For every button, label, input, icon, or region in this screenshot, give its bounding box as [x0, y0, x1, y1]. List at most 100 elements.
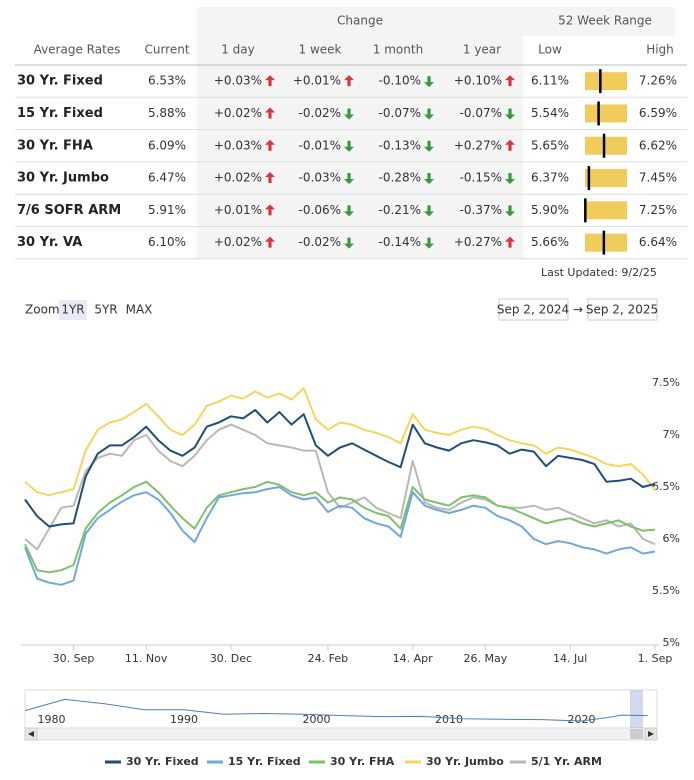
current-rate: 6.47%: [148, 171, 186, 185]
current-rate: 5.91%: [148, 203, 186, 217]
y-tick-label: 5.5%: [652, 584, 680, 597]
arrow-up: [265, 107, 275, 119]
change-value: -0.21%: [379, 203, 421, 217]
range-bar: [585, 201, 627, 220]
legend-label[interactable]: 5/1 Yr. ARM: [531, 755, 602, 768]
zoom-selected[interactable]: [59, 300, 87, 320]
navigator-tick-label: 2000: [302, 713, 330, 726]
change-value: -0.37%: [460, 203, 502, 217]
arrow-up: [505, 236, 515, 248]
change-value: +0.10%: [454, 74, 502, 88]
date-from[interactable]: Sep 2, 2024: [497, 303, 569, 317]
scroll-thumb[interactable]: [630, 729, 643, 739]
change-value: -0.02%: [299, 235, 341, 249]
legend-label[interactable]: 30 Yr. Fixed: [126, 755, 199, 768]
change-value: -0.28%: [379, 171, 421, 185]
x-tick-label: 14. Apr: [393, 652, 433, 665]
navigator-window[interactable]: [630, 690, 643, 728]
legend-label[interactable]: 30 Yr. FHA: [330, 755, 395, 768]
change-value: +0.02%: [214, 235, 262, 249]
scroll-right-arrow: [648, 731, 654, 737]
arrow-up: [265, 204, 275, 216]
arrow-down: [344, 140, 354, 152]
arrow-down: [424, 173, 434, 185]
arrow-down: [505, 173, 515, 185]
change-value: +0.02%: [214, 106, 262, 120]
legend-label[interactable]: 30 Yr. Jumbo: [426, 755, 504, 768]
change-background: [197, 7, 523, 259]
high-rate: 7.26%: [639, 74, 677, 88]
scrollbar[interactable]: [24, 727, 658, 741]
high-rate: 6.64%: [639, 235, 677, 249]
range-bar: [585, 72, 627, 91]
change-value: -0.13%: [379, 138, 421, 152]
series-line: [24, 423, 656, 551]
low-rate: 5.66%: [531, 235, 569, 249]
navigator-line: [24, 698, 648, 722]
column-header: Low: [538, 43, 562, 57]
rate-name: 15 Yr. Fixed: [17, 106, 103, 121]
arrow-down: [505, 205, 515, 217]
group-header: 52 Week Range: [558, 14, 652, 28]
zoom-option[interactable]: 5YR: [94, 303, 117, 317]
series-line: [24, 387, 656, 497]
change-value: +0.02%: [214, 171, 262, 185]
legend-label[interactable]: 15 Yr. Fixed: [228, 755, 301, 768]
column-header: Current: [144, 43, 189, 57]
navigator[interactable]: [24, 689, 658, 729]
change-value: +0.01%: [214, 203, 262, 217]
x-tick-label: 14. Jul: [553, 652, 587, 665]
zoom-option[interactable]: MAX: [126, 303, 153, 317]
current-rate: 6.09%: [148, 138, 186, 152]
navigator-tick-label: 2010: [435, 713, 463, 726]
range-header-background: [523, 7, 675, 36]
arrow-up: [265, 172, 275, 184]
range-separator: →: [573, 303, 583, 317]
change-value: -0.14%: [379, 235, 421, 249]
date-to[interactable]: Sep 2, 2025: [586, 303, 658, 317]
high-rate: 7.25%: [639, 203, 677, 217]
x-tick-label: 1. Sep: [638, 652, 673, 665]
y-tick-label: 7.5%: [652, 376, 680, 389]
series-line: [24, 409, 656, 528]
zoom-label: Zoom: [25, 303, 60, 317]
arrow-up: [344, 75, 354, 87]
change-value: -0.01%: [299, 138, 341, 152]
x-tick-label: 24. Feb: [308, 652, 348, 665]
x-tick-label: 30. Dec: [210, 652, 252, 665]
y-tick-label: 5%: [663, 636, 680, 649]
arrow-down: [505, 108, 515, 120]
arrow-up: [265, 75, 275, 87]
column-header: 1 year: [463, 43, 501, 57]
zoom-option[interactable]: 1YR: [61, 303, 84, 317]
rate-name: 30 Yr. VA: [17, 235, 82, 250]
high-rate: 7.45%: [639, 171, 677, 185]
arrow-down: [424, 140, 434, 152]
change-value: +0.03%: [214, 74, 262, 88]
change-value: +0.27%: [454, 138, 502, 152]
arrow-down: [424, 76, 434, 88]
low-rate: 5.54%: [531, 106, 569, 120]
arrow-down: [344, 237, 354, 249]
arrow-down: [344, 173, 354, 185]
low-rate: 5.90%: [531, 203, 569, 217]
date-to-box[interactable]: [587, 298, 658, 321]
series-line: [24, 486, 656, 586]
change-value: -0.07%: [460, 106, 502, 120]
y-tick-label: 7%: [663, 428, 680, 441]
date-from-box[interactable]: [498, 298, 569, 321]
change-value: -0.10%: [379, 74, 421, 88]
change-value: +0.27%: [454, 235, 502, 249]
navigator-tick-label: 1980: [37, 713, 65, 726]
arrow-up: [505, 75, 515, 87]
change-value: -0.02%: [299, 106, 341, 120]
current-rate: 5.88%: [148, 106, 186, 120]
high-rate: 6.62%: [639, 138, 677, 152]
x-tick-label: 30. Sep: [53, 652, 95, 665]
arrow-down: [344, 205, 354, 217]
range-bar: [585, 104, 627, 123]
navigator-tick-label: 2020: [567, 713, 595, 726]
arrow-down: [424, 237, 434, 249]
column-header: 1 week: [299, 43, 342, 57]
